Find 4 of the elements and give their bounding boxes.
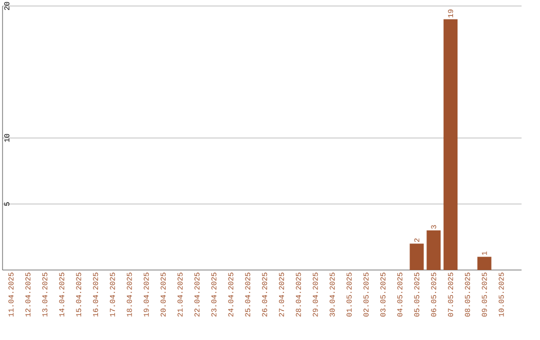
bar	[410, 244, 424, 270]
bar	[426, 230, 441, 270]
bar	[444, 19, 458, 270]
bar	[477, 256, 492, 270]
